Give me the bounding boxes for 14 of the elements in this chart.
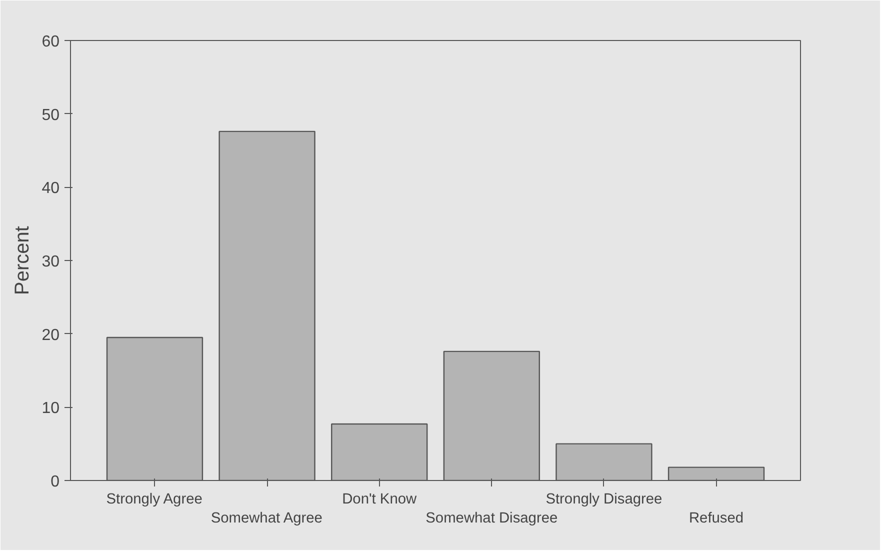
x-tick-label: Strongly Agree [106, 492, 202, 508]
y-tick-label: 30 [42, 254, 60, 270]
y-tick-label: 50 [42, 106, 60, 124]
x-tick-label: Strongly Disagree [546, 492, 662, 508]
y-tick-label: 20 [42, 326, 60, 344]
y-tick-label: 0 [50, 474, 60, 490]
y-axis-title: Percent [12, 226, 34, 295]
x-tick-label: Refused [688, 510, 744, 527]
y-tick-label: 10 [42, 400, 60, 418]
x-tick-label: Somewhat Agree [210, 510, 322, 527]
y-tick-label: 60 [42, 34, 60, 50]
x-tick-label: Somewhat Disagree [426, 510, 558, 527]
x-tick-label: Don't Know [342, 492, 418, 508]
y-tick-label: 40 [42, 180, 60, 198]
